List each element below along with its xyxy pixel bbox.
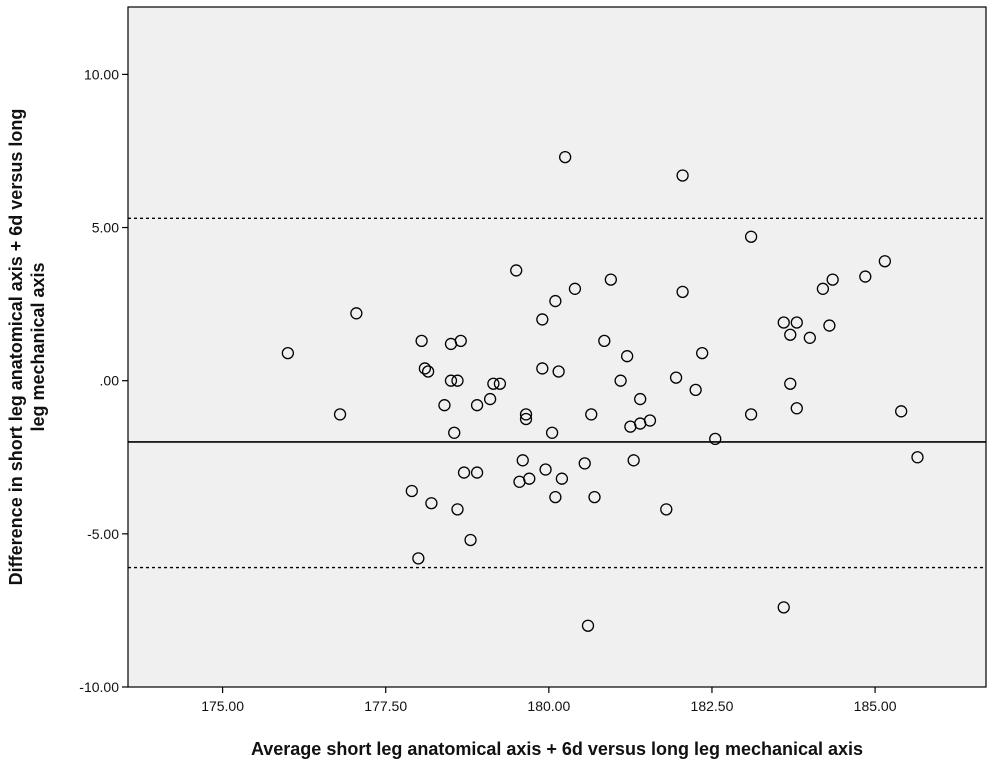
data-point xyxy=(578,457,591,470)
data-point xyxy=(676,169,689,182)
data-point xyxy=(803,331,816,344)
data-point xyxy=(350,307,363,320)
data-point xyxy=(454,334,467,348)
data-point xyxy=(493,377,507,390)
data-point xyxy=(421,365,435,378)
data-point xyxy=(816,282,830,295)
data-point xyxy=(559,150,572,164)
data-point xyxy=(516,454,529,467)
data-point xyxy=(451,374,464,387)
data-point xyxy=(448,426,461,439)
data-point xyxy=(790,316,803,329)
data-point xyxy=(689,383,702,397)
data-point xyxy=(281,346,295,360)
data-point xyxy=(412,552,425,565)
data-point xyxy=(790,402,803,415)
data-point xyxy=(425,497,438,510)
y-tick-label: -10.00 xyxy=(79,679,119,695)
data-point xyxy=(620,350,634,363)
y-axis-title-line-1: Difference in short leg anatomical axis … xyxy=(6,109,26,586)
data-point xyxy=(784,328,797,341)
data-point xyxy=(784,377,797,390)
data-point xyxy=(536,362,549,375)
data-point xyxy=(552,365,565,378)
data-point xyxy=(444,374,458,387)
y-tick-label: 10.00 xyxy=(84,66,119,82)
data-point xyxy=(604,273,617,286)
data-point xyxy=(878,255,892,268)
data-point xyxy=(676,285,689,299)
y-axis-title: Difference in short leg anatomical axis … xyxy=(6,109,48,586)
data-point xyxy=(777,316,790,329)
data-point xyxy=(627,454,640,467)
data-point xyxy=(660,503,673,516)
data-point xyxy=(588,490,601,504)
data-point xyxy=(539,463,552,476)
plot-area xyxy=(127,6,987,688)
x-tick-label: 185.00 xyxy=(854,698,897,714)
data-point xyxy=(464,533,477,547)
y-tick-label: -5.00 xyxy=(87,526,119,542)
data-point xyxy=(581,619,595,632)
data-point xyxy=(568,282,582,295)
data-point xyxy=(451,503,464,516)
data-point xyxy=(519,408,533,421)
data-point xyxy=(634,392,647,406)
data-point xyxy=(826,273,839,286)
x-tick-label: 180.00 xyxy=(527,698,570,714)
data-point xyxy=(895,405,908,418)
data-point xyxy=(669,371,683,384)
data-point xyxy=(523,472,536,485)
data-point xyxy=(555,472,569,485)
y-axis-title-line-2: leg mechanical axis xyxy=(28,262,48,431)
data-point xyxy=(614,374,627,387)
data-point xyxy=(470,399,484,412)
data-point xyxy=(549,490,562,504)
data-point xyxy=(709,432,722,446)
data-point xyxy=(545,426,559,439)
data-point xyxy=(470,466,484,479)
data-point xyxy=(585,408,598,421)
data-point xyxy=(483,392,497,406)
data-point xyxy=(536,313,549,326)
data-point xyxy=(487,377,500,390)
data-point xyxy=(549,294,562,308)
data-point xyxy=(405,484,418,498)
data-point xyxy=(510,264,523,277)
data-point xyxy=(519,412,533,426)
data-point xyxy=(457,466,471,479)
x-tick-label: 175.00 xyxy=(201,698,244,714)
x-tick-label: 182.50 xyxy=(691,698,734,714)
x-axis-title: Average short leg anatomical axis + 6d v… xyxy=(251,739,863,759)
data-point xyxy=(415,334,428,348)
data-point xyxy=(744,408,758,421)
y-axis: -10.00 -5.00 .00 5.00 10.00 xyxy=(79,66,128,695)
x-axis: 175.00 177.50 180.00 182.50 185.00 xyxy=(201,687,897,714)
scatter-points xyxy=(281,150,924,632)
data-point xyxy=(438,399,451,412)
data-point xyxy=(911,451,924,464)
y-tick-label: 5.00 xyxy=(92,220,119,236)
data-point xyxy=(418,362,432,375)
y-tick-label: .00 xyxy=(100,373,120,389)
data-point xyxy=(333,408,347,421)
data-point xyxy=(744,230,758,243)
data-point xyxy=(598,334,611,348)
data-point xyxy=(777,601,790,614)
data-point xyxy=(859,270,872,283)
data-point xyxy=(696,346,709,360)
reference-lines xyxy=(128,217,986,569)
x-tick-label: 177.50 xyxy=(364,698,407,714)
data-point xyxy=(823,319,836,332)
data-point xyxy=(643,414,657,427)
